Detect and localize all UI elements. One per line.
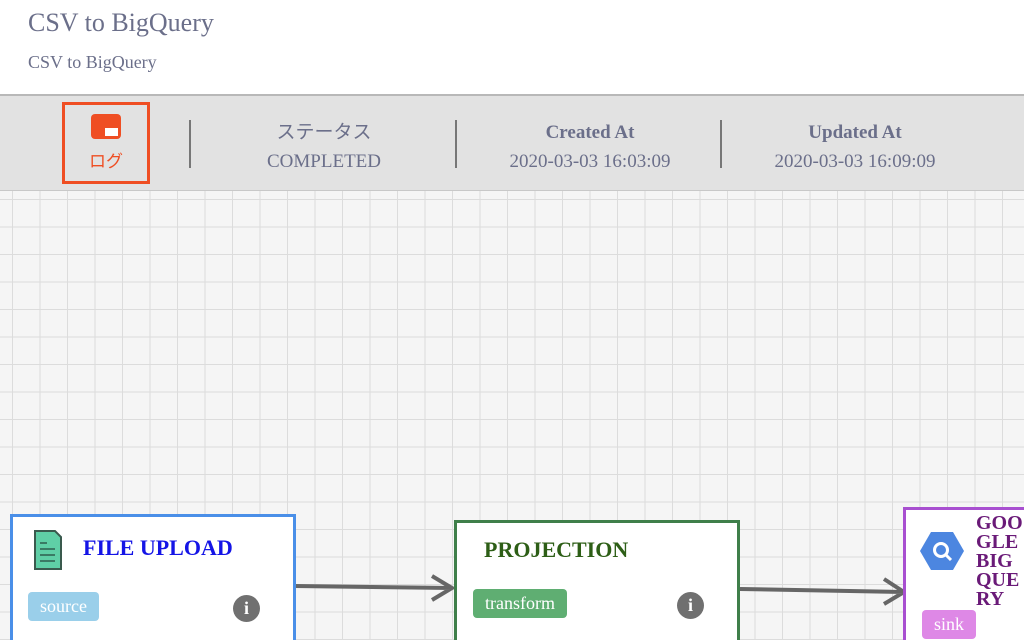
divider: [189, 120, 191, 168]
divider: [455, 120, 457, 168]
job-info-bar: ログ ステータス COMPLETED Created At 2020-03-03…: [0, 94, 1024, 191]
node-projection[interactable]: PROJECTION transform i: [454, 520, 740, 640]
created-at-field: Created At 2020-03-03 16:03:09: [480, 118, 700, 176]
node-type-badge: sink: [922, 610, 977, 639]
updated-at-field: Updated At 2020-03-03 16:09:09: [745, 118, 965, 176]
node-title: FILE UPLOAD: [83, 535, 233, 560]
divider: [720, 120, 722, 168]
info-icon[interactable]: i: [677, 592, 704, 619]
node-type-badge: source: [28, 592, 99, 621]
connection-arrow: [294, 574, 456, 602]
status-field: ステータス COMPLETED: [224, 118, 424, 176]
node-google-bigquery[interactable]: GOOGLE BIGQUERY sink: [903, 507, 1024, 640]
page-header: CSV to BigQuery CSV to BigQuery: [0, 0, 1024, 94]
status-label: ステータス: [276, 122, 372, 143]
log-icon: [91, 114, 121, 139]
log-label: ログ: [89, 152, 123, 171]
created-at-label: Created At: [545, 122, 635, 143]
log-button[interactable]: ログ: [62, 102, 150, 184]
info-icon[interactable]: i: [233, 595, 260, 622]
updated-at-label: Updated At: [808, 122, 902, 143]
bigquery-icon: [920, 532, 964, 570]
node-title: GOOGLE BIGQUERY: [976, 512, 1023, 610]
pipeline-canvas[interactable]: FILE UPLOAD source i PROJECTION transfor…: [0, 191, 1024, 640]
created-at-value: 2020-03-03 16:03:09: [509, 151, 671, 172]
updated-at-value: 2020-03-03 16:09:09: [774, 151, 936, 172]
file-icon: [34, 530, 62, 570]
node-file-upload[interactable]: FILE UPLOAD source i: [10, 514, 296, 640]
page-subtitle: CSV to BigQuery: [28, 52, 157, 72]
page-title: CSV to BigQuery: [28, 8, 214, 37]
node-type-badge: transform: [473, 589, 567, 618]
status-value: COMPLETED: [267, 151, 381, 172]
connection-arrow: [739, 577, 908, 606]
node-title: PROJECTION: [484, 537, 629, 562]
